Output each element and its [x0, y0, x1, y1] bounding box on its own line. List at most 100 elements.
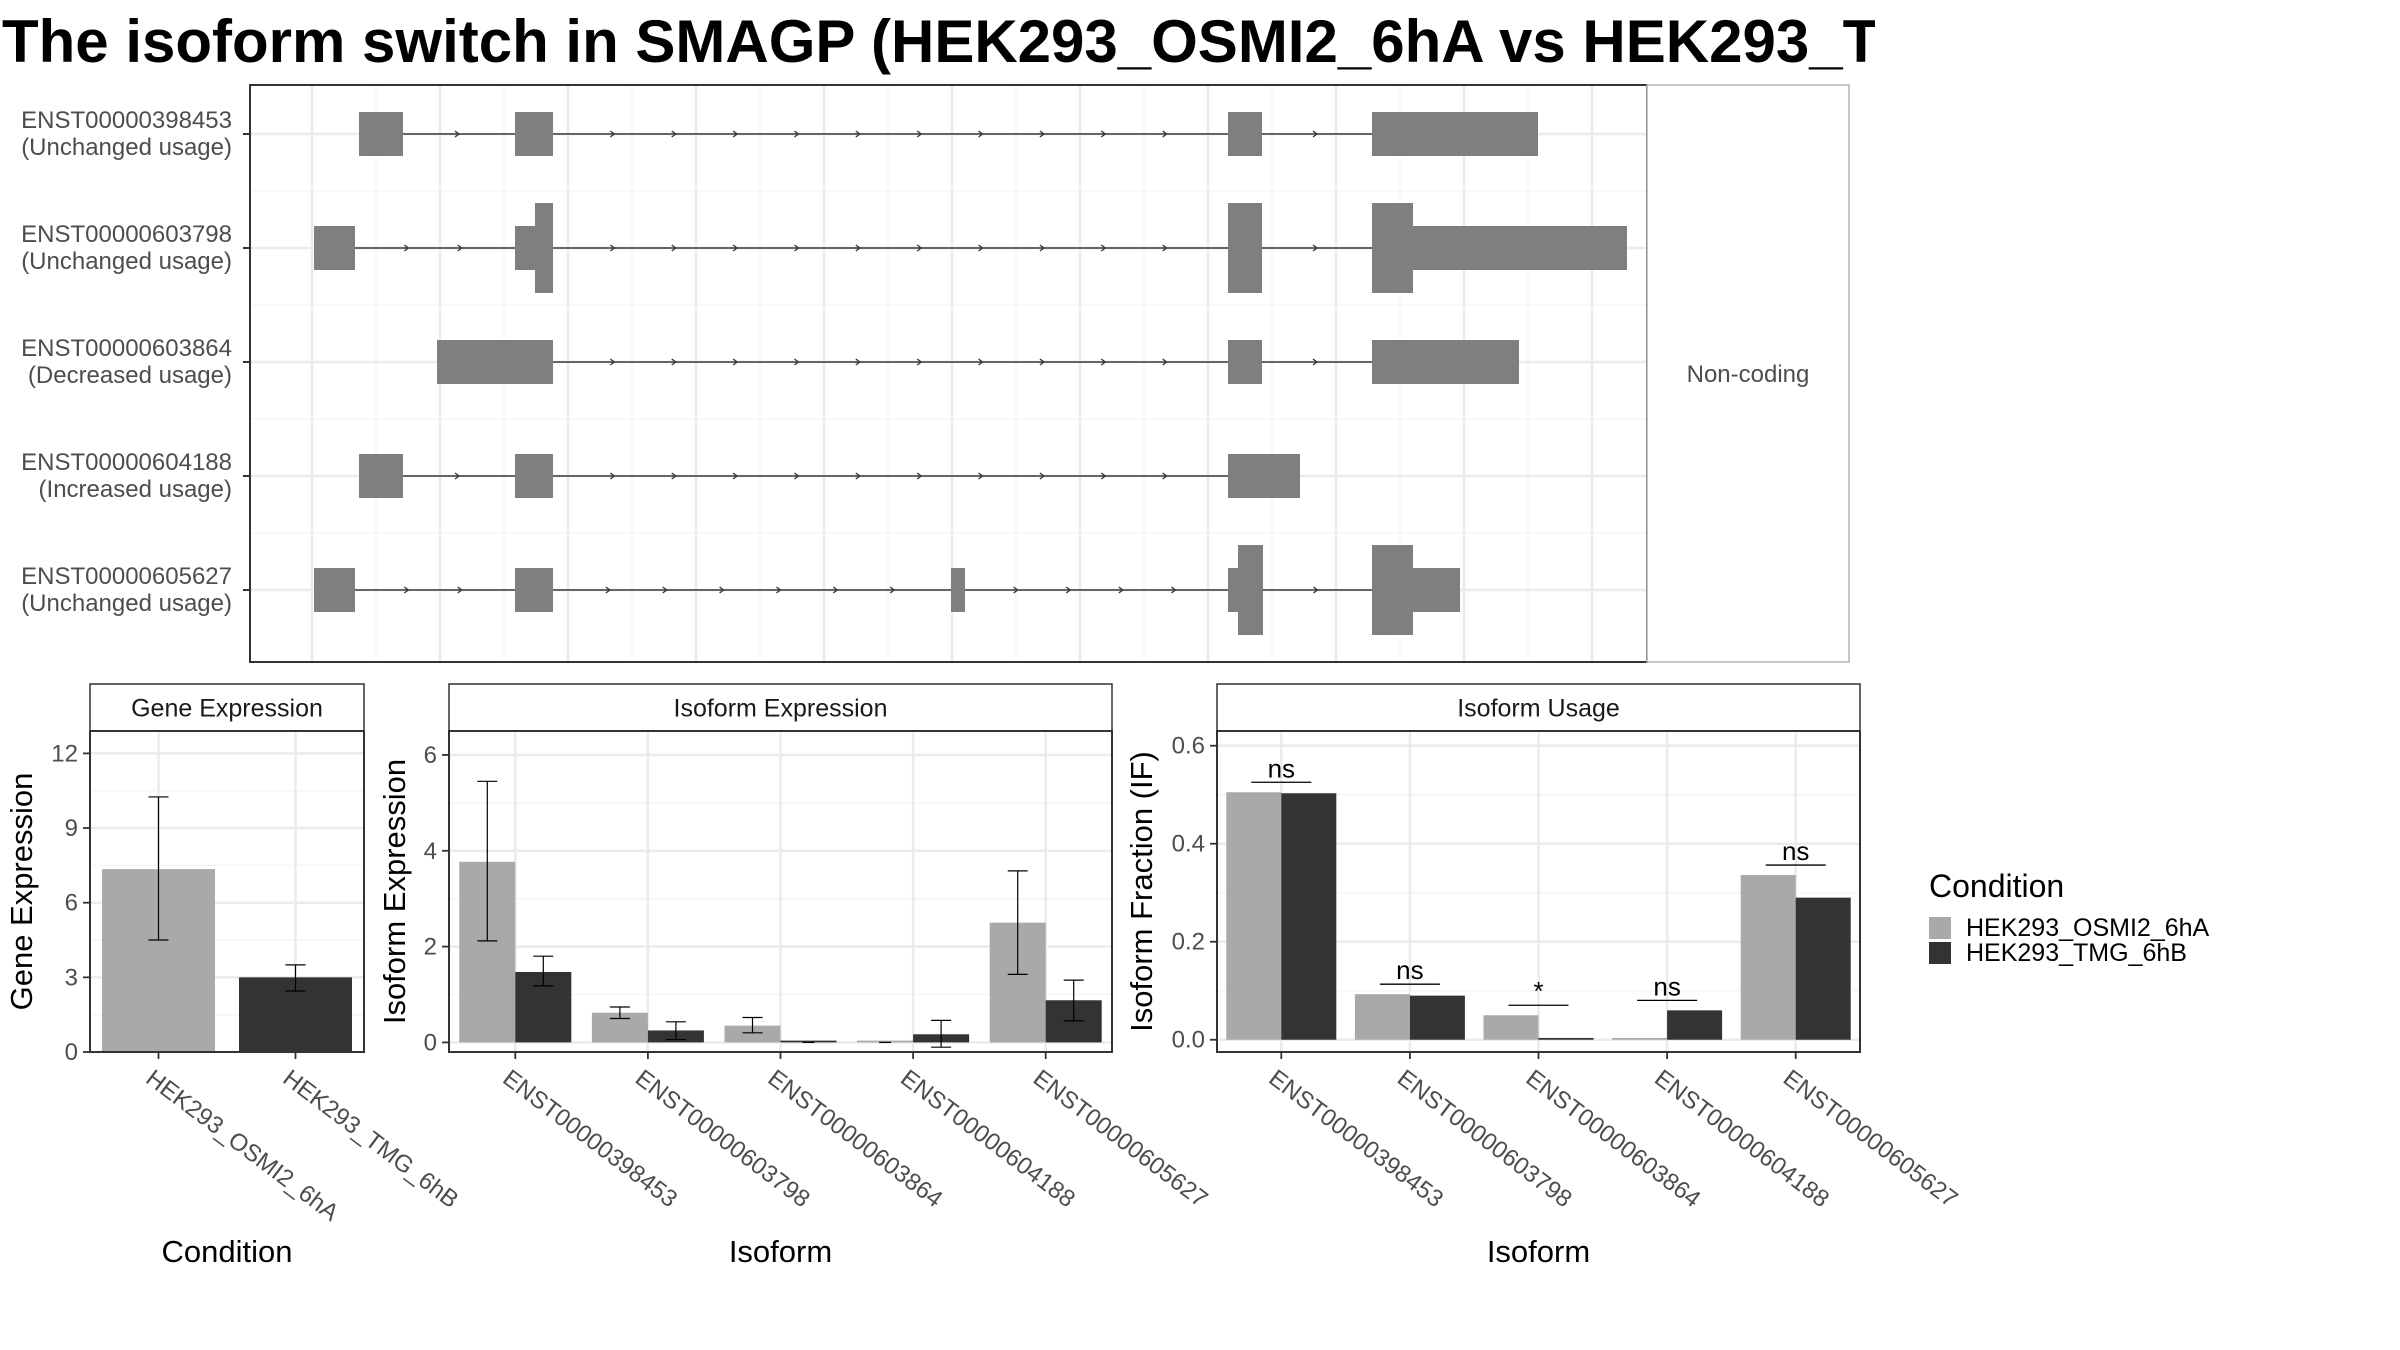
exon-block — [1228, 340, 1262, 384]
y-tick-label: 9 — [65, 815, 78, 842]
exon-block — [515, 226, 535, 270]
intron-direction-arrow — [671, 130, 677, 138]
exon-block — [314, 226, 355, 270]
y-tick-label: 2 — [424, 934, 437, 961]
significance-label: * — [1533, 976, 1543, 1006]
intron-direction-arrow — [794, 358, 800, 366]
significance-label: ns — [1653, 971, 1680, 1001]
exon-block — [515, 454, 553, 498]
intron-direction-arrow — [1039, 472, 1046, 480]
exon-block — [314, 568, 355, 612]
panel-strip — [1216, 683, 1861, 732]
intron-direction-arrow — [916, 130, 923, 138]
legend-entry-label: HEK293_TMG_6hB — [1966, 939, 2187, 967]
intron-direction-arrow — [1162, 130, 1168, 138]
bar — [1483, 1015, 1539, 1040]
intron-direction-arrow — [454, 130, 461, 138]
intron-direction-arrow — [889, 586, 896, 594]
x-axis-title: Isoform — [1487, 1234, 1590, 1269]
strip-label-noncoding: Non-coding — [1687, 361, 1810, 388]
intron-direction-arrow — [978, 358, 984, 366]
intron-direction-arrow — [454, 472, 461, 480]
intron-direction-arrow — [457, 244, 463, 252]
exon-block — [1413, 568, 1460, 612]
intron-direction-arrow — [457, 586, 463, 594]
intron-direction-arrow — [832, 586, 839, 594]
title-clip-mask — [1875, 0, 2400, 80]
transcript-usage-label: (Decreased usage) — [28, 362, 232, 389]
transcript-usage-label: (Increased usage) — [39, 476, 232, 503]
gene-structure-panel: Non-coding ENST00000398453(Unchanged usag… — [21, 84, 1850, 663]
exon-block — [437, 340, 553, 384]
intron-direction-arrow — [978, 244, 984, 252]
y-tick-label: 0.0 — [1172, 1027, 1205, 1054]
intron-direction-arrow — [855, 472, 861, 480]
legend-entry-label: HEK293_OSMI2_6hA — [1966, 914, 2210, 942]
bar — [857, 1040, 914, 1043]
bar — [1740, 875, 1796, 1040]
y-tick-label: 0.6 — [1172, 733, 1205, 760]
transcript-usage-label: (Unchanged usage) — [21, 134, 232, 161]
intron-direction-arrow — [609, 472, 616, 480]
intron-direction-arrow — [671, 472, 677, 480]
y-tick-label: 4 — [424, 838, 437, 865]
panel-strip — [89, 683, 365, 732]
bar — [1354, 994, 1410, 1040]
y-axis-title: Isoform Fraction (IF) — [1124, 751, 1159, 1032]
intron-direction-arrow — [671, 244, 677, 252]
intron-direction-arrow — [1039, 358, 1046, 366]
exon-block — [1372, 545, 1413, 635]
panel-strip-label: Isoform Usage — [1457, 695, 1620, 723]
panel-strip-label: Isoform Expression — [674, 695, 888, 723]
intron-direction-arrow — [978, 130, 984, 138]
bar — [780, 1040, 837, 1043]
significance-label: ns — [1396, 955, 1423, 985]
bar — [1409, 995, 1465, 1040]
intron-direction-arrow — [1312, 244, 1319, 252]
exon-block — [359, 454, 403, 498]
exon-block — [515, 112, 553, 156]
y-tick-label: 3 — [65, 964, 78, 991]
y-tick-label: 0 — [65, 1039, 78, 1066]
exon-block — [1228, 454, 1300, 498]
intron-direction-arrow — [1100, 244, 1107, 252]
intron-direction-arrow — [1162, 472, 1168, 480]
intron-direction-arrow — [605, 586, 612, 594]
y-tick-label: 0 — [424, 1029, 437, 1056]
exon-block — [1372, 203, 1413, 293]
intron-direction-arrow — [609, 130, 616, 138]
transcript-id-label: ENST00000603864 — [21, 335, 232, 362]
intron-direction-arrow — [1065, 586, 1072, 594]
intron-direction-arrow — [609, 244, 616, 252]
exon-block — [1228, 112, 1262, 156]
bar — [1612, 1037, 1668, 1040]
bar — [1226, 792, 1282, 1040]
legend-title: Condition — [1929, 868, 2064, 904]
y-axis-title: Gene Expression — [4, 773, 39, 1011]
intron-direction-arrow — [855, 358, 861, 366]
chart-title: The isoform switch in SMAGP (HEK293_OSMI… — [2, 8, 2143, 75]
bar — [1795, 897, 1851, 1040]
transcript-id-label: ENST00000398453 — [21, 107, 232, 134]
exon-block — [1228, 568, 1238, 612]
y-tick-label: 0.4 — [1172, 831, 1205, 858]
bar — [724, 1025, 781, 1043]
intron-direction-arrow — [794, 244, 800, 252]
intron-direction-arrow — [1162, 358, 1168, 366]
figure-title-group: The isoform switch in SMAGP (HEK293_OSMI… — [2, 0, 2400, 80]
intron-direction-arrow — [662, 586, 668, 594]
y-tick-label: 6 — [65, 890, 78, 917]
bar — [1538, 1037, 1594, 1040]
intron-direction-arrow — [732, 472, 739, 480]
intron-direction-arrow — [855, 130, 861, 138]
exon-block — [1228, 203, 1262, 293]
intron-direction-arrow — [1100, 130, 1107, 138]
panel-border — [89, 730, 365, 1053]
y-tick-label: 12 — [51, 740, 78, 767]
legend-swatch — [1929, 942, 1951, 964]
intron-direction-arrow — [1313, 586, 1319, 594]
y-tick-label: 6 — [424, 742, 437, 769]
bar — [1281, 793, 1337, 1040]
intron-direction-arrow — [403, 244, 410, 252]
